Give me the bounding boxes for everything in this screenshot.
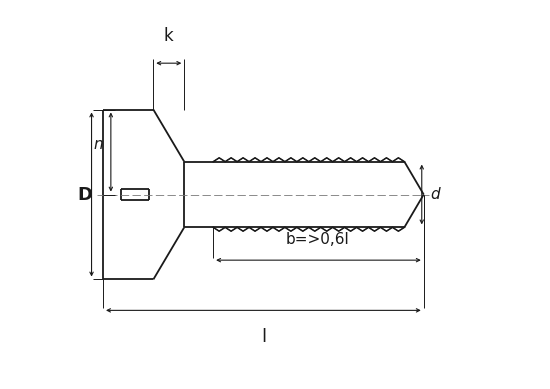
Text: b=>0,6l: b=>0,6l	[285, 231, 349, 247]
Text: D: D	[78, 186, 92, 203]
Text: l: l	[261, 328, 266, 346]
Text: k: k	[164, 27, 174, 45]
Text: n: n	[94, 137, 103, 152]
Text: d: d	[431, 187, 440, 202]
